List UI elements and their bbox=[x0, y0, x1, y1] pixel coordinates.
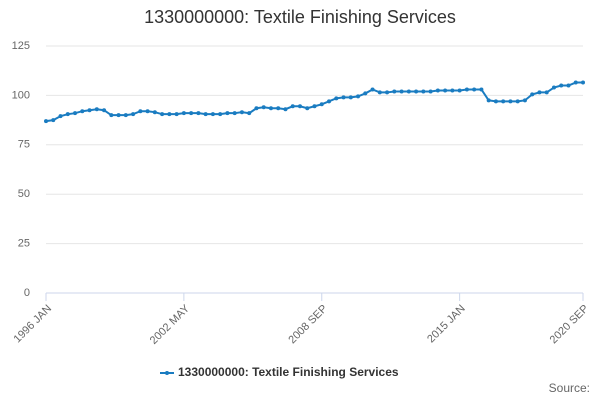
point bbox=[559, 83, 564, 88]
point bbox=[443, 88, 448, 93]
point bbox=[515, 99, 520, 104]
point bbox=[247, 111, 252, 116]
point bbox=[363, 91, 368, 96]
point bbox=[334, 96, 339, 101]
point bbox=[73, 111, 78, 116]
point bbox=[152, 110, 157, 115]
point bbox=[501, 99, 506, 104]
point bbox=[297, 104, 302, 109]
point bbox=[225, 111, 230, 116]
point bbox=[87, 108, 92, 113]
x-tick-label: 2015 JAN bbox=[425, 303, 468, 346]
point bbox=[435, 88, 440, 93]
point bbox=[544, 90, 549, 95]
point bbox=[254, 106, 259, 111]
point bbox=[341, 95, 346, 100]
point bbox=[44, 119, 48, 124]
point bbox=[65, 112, 70, 117]
chart-title: 1330000000: Textile Finishing Services bbox=[144, 7, 456, 27]
point bbox=[450, 88, 455, 93]
point bbox=[421, 89, 426, 94]
point bbox=[312, 104, 317, 109]
point bbox=[290, 104, 295, 109]
point bbox=[210, 112, 215, 117]
point bbox=[94, 107, 99, 112]
point bbox=[566, 83, 571, 88]
point bbox=[196, 111, 201, 116]
x-tick-label: 2002 MAY bbox=[148, 302, 193, 347]
y-tick-label: 75 bbox=[18, 139, 30, 151]
point bbox=[479, 87, 484, 92]
point bbox=[327, 99, 332, 104]
point bbox=[348, 95, 353, 100]
point bbox=[370, 87, 375, 92]
point bbox=[145, 109, 150, 114]
point bbox=[508, 99, 513, 104]
point bbox=[472, 87, 477, 92]
point bbox=[392, 89, 397, 94]
point bbox=[428, 89, 433, 94]
point bbox=[457, 88, 462, 93]
point bbox=[385, 90, 390, 95]
point bbox=[356, 94, 361, 99]
point bbox=[399, 89, 404, 94]
point bbox=[464, 87, 469, 92]
point bbox=[131, 112, 136, 117]
x-tick-label: 1996 JAN bbox=[12, 303, 55, 346]
point bbox=[537, 90, 542, 95]
y-tick-label: 0 bbox=[24, 287, 30, 299]
point bbox=[261, 105, 266, 110]
point bbox=[203, 112, 208, 117]
point bbox=[276, 106, 281, 111]
point bbox=[51, 118, 56, 123]
point bbox=[123, 113, 128, 118]
point bbox=[581, 80, 585, 85]
y-tick-label: 100 bbox=[12, 89, 30, 101]
point bbox=[116, 113, 121, 118]
point bbox=[102, 108, 107, 113]
point bbox=[319, 102, 324, 107]
source: Source: bbox=[549, 381, 590, 395]
legend-marker bbox=[165, 371, 169, 375]
point bbox=[283, 107, 288, 112]
y-tick-label: 125 bbox=[12, 40, 30, 52]
x-tick-label: 2020 SEP bbox=[548, 303, 592, 347]
y-tick-label: 25 bbox=[18, 238, 30, 250]
point bbox=[232, 111, 237, 116]
point bbox=[486, 98, 491, 103]
point bbox=[138, 109, 143, 114]
point bbox=[218, 112, 223, 117]
point bbox=[239, 110, 244, 115]
point bbox=[522, 98, 527, 103]
y-tick-label: 50 bbox=[18, 188, 30, 200]
point bbox=[268, 106, 273, 111]
point bbox=[189, 111, 194, 116]
legend-label: 1330000000: Textile Finishing Services bbox=[178, 365, 399, 379]
point bbox=[530, 92, 535, 97]
point bbox=[80, 109, 85, 114]
point bbox=[305, 106, 310, 111]
point bbox=[551, 85, 556, 90]
x-tick-label: 2008 SEP bbox=[286, 303, 330, 347]
point bbox=[406, 89, 411, 94]
point bbox=[174, 112, 179, 117]
point bbox=[58, 114, 63, 119]
point bbox=[573, 80, 578, 85]
point bbox=[414, 89, 419, 94]
point bbox=[377, 90, 382, 95]
point bbox=[160, 112, 165, 117]
point bbox=[493, 99, 498, 104]
point bbox=[167, 112, 172, 117]
point bbox=[109, 113, 114, 118]
point bbox=[181, 111, 186, 116]
